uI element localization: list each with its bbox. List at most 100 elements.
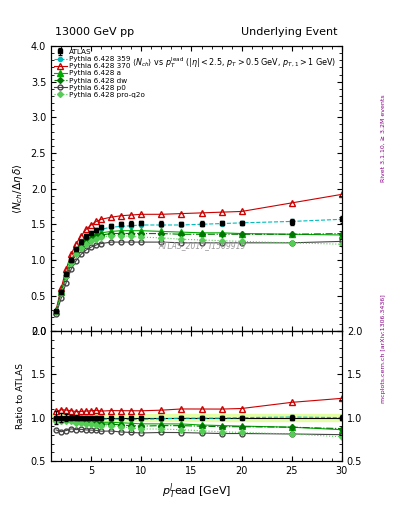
Pythia 6.428 a xyxy=(219,230,224,236)
Pythia 6.428 dw xyxy=(179,231,184,238)
Pythia 6.428 pro-q2o xyxy=(159,234,164,241)
Pythia 6.428 359 xyxy=(179,222,184,228)
Pythia 6.428 pro-q2o xyxy=(219,238,224,244)
Pythia 6.428 pro-q2o xyxy=(109,232,114,239)
Pythia 6.428 p0 xyxy=(219,240,224,246)
Pythia 6.428 dw xyxy=(99,232,104,238)
Pythia 6.428 pro-q2o xyxy=(79,245,84,251)
Pythia 6.428 a xyxy=(119,228,124,234)
Pythia 6.428 p0 xyxy=(99,241,104,247)
Pythia 6.428 p0 xyxy=(69,266,73,272)
Pythia 6.428 359 xyxy=(289,218,294,224)
Pythia 6.428 370 xyxy=(94,218,99,224)
Line: Pythia 6.428 370: Pythia 6.428 370 xyxy=(53,191,345,313)
Pythia 6.428 p0 xyxy=(159,239,164,245)
Line: Pythia 6.428 p0: Pythia 6.428 p0 xyxy=(54,239,344,316)
Pythia 6.428 pro-q2o xyxy=(340,241,344,247)
Pythia 6.428 a xyxy=(59,289,64,295)
Pythia 6.428 p0 xyxy=(64,280,68,286)
Text: ATLAS_2017_I1509919: ATLAS_2017_I1509919 xyxy=(159,241,246,250)
Pythia 6.428 pro-q2o xyxy=(59,290,64,296)
Legend: ATLAS, Pythia 6.428 359, Pythia 6.428 370, Pythia 6.428 a, Pythia 6.428 dw, Pyth: ATLAS, Pythia 6.428 359, Pythia 6.428 37… xyxy=(53,48,146,99)
Y-axis label: $\langle N_{ch}/\Delta\eta\,\delta\rangle$: $\langle N_{ch}/\Delta\eta\,\delta\rangl… xyxy=(11,163,25,214)
Pythia 6.428 pro-q2o xyxy=(54,309,59,315)
Pythia 6.428 pro-q2o xyxy=(84,241,88,247)
Pythia 6.428 p0 xyxy=(59,295,64,302)
Pythia 6.428 370 xyxy=(159,211,164,218)
Pythia 6.428 dw xyxy=(59,290,64,296)
Pythia 6.428 p0 xyxy=(89,244,94,250)
Pythia 6.428 p0 xyxy=(139,239,144,245)
Pythia 6.428 370 xyxy=(74,241,79,247)
Pythia 6.428 a xyxy=(74,248,79,254)
Pythia 6.428 p0 xyxy=(199,240,204,246)
Pythia 6.428 p0 xyxy=(109,239,114,245)
Pythia 6.428 pro-q2o xyxy=(94,236,99,242)
Line: Pythia 6.428 dw: Pythia 6.428 dw xyxy=(54,231,344,313)
Pythia 6.428 359 xyxy=(340,216,344,222)
Pythia 6.428 p0 xyxy=(289,240,294,246)
Pythia 6.428 370 xyxy=(99,216,104,222)
Pythia 6.428 dw xyxy=(119,230,124,237)
Pythia 6.428 dw xyxy=(94,233,99,240)
Pythia 6.428 370 xyxy=(89,222,94,228)
Pythia 6.428 p0 xyxy=(179,240,184,246)
Pythia 6.428 a xyxy=(64,271,68,278)
Pythia 6.428 dw xyxy=(289,231,294,238)
Line: Pythia 6.428 pro-q2o: Pythia 6.428 pro-q2o xyxy=(54,233,344,314)
Pythia 6.428 dw xyxy=(340,230,344,237)
Pythia 6.428 pro-q2o xyxy=(119,232,124,239)
Text: mcplots.cern.ch [arXiv:1306.3436]: mcplots.cern.ch [arXiv:1306.3436] xyxy=(381,294,386,402)
Pythia 6.428 359 xyxy=(94,228,99,234)
Pythia 6.428 dw xyxy=(219,231,224,238)
Pythia 6.428 370 xyxy=(139,211,144,218)
Bar xyxy=(51,414,342,421)
Pythia 6.428 a xyxy=(289,231,294,238)
Pythia 6.428 370 xyxy=(59,285,64,291)
Pythia 6.428 dw xyxy=(139,230,144,237)
Text: $\langle N_{ch}\rangle$ vs $p_T^{\mathrm{lead}}$ ($|\eta|<2.5,\,p_T>0.5$ GeV$,\,: $\langle N_{ch}\rangle$ vs $p_T^{\mathrm… xyxy=(132,55,336,70)
Pythia 6.428 pro-q2o xyxy=(139,234,144,240)
Pythia 6.428 a xyxy=(129,228,134,234)
Pythia 6.428 a xyxy=(79,242,84,248)
Pythia 6.428 359 xyxy=(54,308,59,314)
Pythia 6.428 p0 xyxy=(84,247,88,253)
Pythia 6.428 dw xyxy=(74,250,79,256)
Pythia 6.428 370 xyxy=(54,307,59,313)
Pythia 6.428 370 xyxy=(119,212,124,219)
Pythia 6.428 370 xyxy=(84,226,88,232)
Pythia 6.428 359 xyxy=(84,234,88,241)
Text: Underlying Event: Underlying Event xyxy=(241,27,338,37)
Pythia 6.428 p0 xyxy=(74,258,79,264)
Pythia 6.428 370 xyxy=(179,210,184,217)
Line: Pythia 6.428 a: Pythia 6.428 a xyxy=(53,228,345,314)
Pythia 6.428 pro-q2o xyxy=(74,251,79,258)
Pythia 6.428 pro-q2o xyxy=(289,240,294,246)
Pythia 6.428 359 xyxy=(159,222,164,228)
Pythia 6.428 a xyxy=(109,228,114,234)
Pythia 6.428 359 xyxy=(109,224,114,230)
Pythia 6.428 dw xyxy=(89,236,94,242)
Pythia 6.428 a xyxy=(239,230,244,237)
Pythia 6.428 a xyxy=(94,231,99,238)
Pythia 6.428 a xyxy=(139,228,144,234)
Pythia 6.428 359 xyxy=(239,220,244,226)
Pythia 6.428 a xyxy=(69,258,73,264)
Pythia 6.428 359 xyxy=(199,221,204,227)
Pythia 6.428 370 xyxy=(289,200,294,206)
Pythia 6.428 a xyxy=(199,230,204,236)
Pythia 6.428 359 xyxy=(59,289,64,295)
Pythia 6.428 p0 xyxy=(119,239,124,245)
Pythia 6.428 359 xyxy=(129,223,134,229)
Y-axis label: Ratio to ATLAS: Ratio to ATLAS xyxy=(16,363,25,429)
Pythia 6.428 p0 xyxy=(129,239,134,245)
Pythia 6.428 dw xyxy=(159,230,164,237)
Pythia 6.428 359 xyxy=(219,221,224,227)
Pythia 6.428 dw xyxy=(109,230,114,237)
Pythia 6.428 pro-q2o xyxy=(99,234,104,240)
Pythia 6.428 359 xyxy=(119,223,124,229)
Pythia 6.428 dw xyxy=(239,231,244,238)
Pythia 6.428 dw xyxy=(79,243,84,249)
Pythia 6.428 370 xyxy=(79,232,84,239)
Pythia 6.428 a xyxy=(159,228,164,234)
